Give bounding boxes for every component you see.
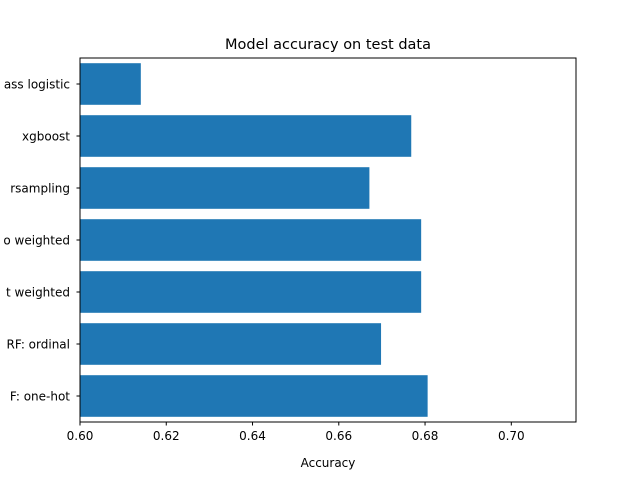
category-label-0: ass logistic <box>4 78 70 92</box>
category-labels: ass logistic xgboost rsampling o weighted t … <box>3 78 80 404</box>
bar-4 <box>80 271 422 313</box>
category-label-5: RF: ordinal <box>7 338 70 352</box>
plot-frame <box>79 57 577 423</box>
category-label-2: rsampling <box>10 182 70 196</box>
bar-1 <box>80 115 412 157</box>
bars-group <box>80 63 428 417</box>
bar-5 <box>80 323 382 365</box>
x-tick-label-5: 0.70 <box>498 429 525 443</box>
bar-3 <box>80 219 422 261</box>
chart-title: Model accuracy on test data <box>225 37 431 53</box>
category-label-1: xgboost <box>22 130 70 144</box>
x-axis-title: Accuracy <box>301 456 356 470</box>
category-label-6: F: one-hot <box>10 390 70 404</box>
bar-0 <box>80 63 141 105</box>
x-tick-label-4: 0.68 <box>412 429 439 443</box>
category-label-4: t weighted <box>6 286 70 300</box>
x-tick-label-2: 0.64 <box>239 429 266 443</box>
x-axis-ticks: 0.60 0.62 0.64 0.66 0.68 0.70 <box>67 422 525 443</box>
category-label-3: o weighted <box>3 234 70 248</box>
bar-2 <box>80 167 370 209</box>
x-tick-label-0: 0.60 <box>67 429 94 443</box>
bar-6 <box>80 375 428 417</box>
x-tick-label-3: 0.66 <box>325 429 352 443</box>
x-tick-label-1: 0.62 <box>153 429 180 443</box>
